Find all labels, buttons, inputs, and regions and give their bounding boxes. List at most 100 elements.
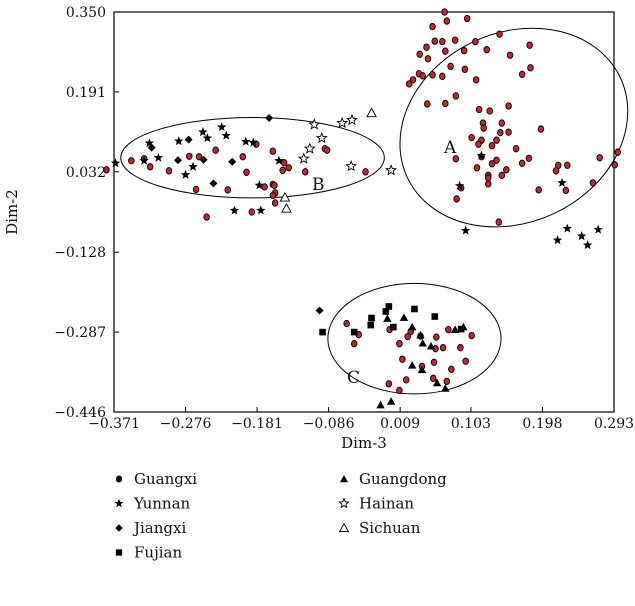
- point-guangxi: [497, 128, 504, 137]
- cluster-label-c: C: [347, 368, 360, 388]
- point-guangxi: [535, 186, 542, 194]
- point-guangxi: [493, 136, 500, 144]
- point-guangxi: [192, 185, 200, 194]
- cluster-label-b: B: [312, 175, 325, 195]
- legend-marker-sichuan: [338, 522, 350, 532]
- legend-marker-guangdong: [340, 475, 348, 483]
- point-guangxi: [280, 159, 288, 167]
- point-guangxi: [419, 72, 426, 80]
- point-guangxi: [611, 161, 619, 169]
- point-yunnan: [144, 138, 155, 148]
- y-tick-label: −0.128: [54, 245, 106, 261]
- point-guangdong: [418, 338, 427, 347]
- point-yunnan: [216, 122, 227, 132]
- point-yunnan: [582, 240, 593, 250]
- point-fujian: [319, 328, 326, 336]
- point-guangxi: [442, 99, 449, 108]
- point-yunnan: [180, 169, 191, 179]
- point-yunnan: [229, 205, 240, 215]
- point-guangxi: [430, 374, 437, 382]
- point-fujian: [411, 305, 418, 313]
- point-yunnan: [110, 158, 121, 168]
- legend-label-fujian: Fujian: [134, 544, 182, 562]
- plot-frame: [113, 11, 615, 413]
- point-guangxi: [404, 332, 411, 341]
- point-guangxi: [430, 358, 438, 366]
- x-tick-label: −0.086: [303, 416, 355, 432]
- point-hainan: [385, 164, 398, 176]
- point-guangxi: [431, 37, 439, 45]
- point-fujian: [431, 313, 439, 320]
- point-guangxi: [271, 181, 278, 190]
- point-jiangxi: [184, 135, 193, 144]
- point-guangxi: [505, 102, 512, 110]
- point-yunnan: [562, 223, 573, 233]
- point-jiangxi: [228, 157, 237, 166]
- point-guangxi: [405, 80, 413, 88]
- cluster-ellipse-b: [120, 117, 385, 199]
- point-guangxi: [439, 72, 446, 80]
- y-tick-label: 0.350: [66, 5, 106, 21]
- x-tick-label: 0.009: [380, 416, 420, 432]
- point-guangxi: [441, 8, 448, 16]
- y-tick-label: 0.191: [66, 85, 106, 101]
- legend-label-yunnan: Yunnan: [133, 495, 191, 513]
- point-guangxi: [416, 50, 423, 58]
- point-guangxi: [480, 124, 487, 132]
- point-guangxi: [451, 36, 459, 44]
- legend-label-guangxi: Guangxi: [134, 470, 197, 488]
- x-tick-label: 0.293: [594, 416, 634, 432]
- point-guangxi: [614, 148, 622, 156]
- point-yunnan: [153, 152, 164, 162]
- point-guangxi: [445, 325, 452, 334]
- legend-marker-guangxi: [115, 475, 123, 483]
- point-sichuan: [281, 202, 292, 213]
- point-guangxi: [443, 17, 451, 25]
- point-guangxi: [165, 167, 173, 175]
- point-guangxi: [269, 147, 277, 155]
- point-fujian: [350, 328, 358, 336]
- point-jiangxi: [147, 143, 156, 152]
- point-guangxi: [564, 161, 571, 169]
- point-jiangxi: [265, 114, 274, 123]
- point-guangxi: [343, 319, 350, 328]
- point-yunnan: [221, 130, 231, 140]
- y-tick-label: 0.032: [66, 165, 106, 181]
- point-fujian: [367, 321, 375, 329]
- point-guangxi: [473, 164, 481, 172]
- point-guangdong: [407, 322, 417, 331]
- point-yunnan: [174, 136, 184, 146]
- point-guangxi: [562, 186, 570, 195]
- point-guangxi: [362, 168, 369, 176]
- axis-ticks: −0.371 −0.276 −0.181 −0.086 0.009 0.103 0.198 0…: [54, 5, 634, 432]
- point-hainan: [297, 152, 310, 164]
- point-guangdong: [416, 330, 425, 339]
- cluster-ellipses: [120, 27, 629, 395]
- point-guangxi: [503, 166, 510, 174]
- point-jiangxi: [174, 156, 183, 165]
- point-yunnan: [454, 180, 465, 190]
- point-guangxi: [285, 164, 292, 172]
- point-guangdong: [399, 313, 409, 321]
- point-hainan: [303, 142, 316, 154]
- point-guangxi: [323, 146, 331, 154]
- point-guangxi: [212, 146, 219, 154]
- point-hainan: [345, 160, 358, 172]
- point-guangxi: [452, 92, 460, 100]
- legend-marker-yunnan: [114, 498, 124, 508]
- point-guangxi: [512, 145, 520, 153]
- point-guangdong: [386, 397, 396, 405]
- point-sichuan: [279, 191, 291, 202]
- point-fujian: [385, 303, 393, 310]
- point-guangxi: [424, 55, 432, 63]
- point-guangxi: [195, 153, 203, 161]
- point-guangxi: [589, 179, 597, 187]
- legend-marker-hainan: [338, 497, 350, 509]
- point-yunnan: [254, 180, 265, 190]
- cluster-label-a: A: [443, 138, 457, 158]
- point-guangxi: [486, 107, 494, 115]
- point-guangxi: [248, 208, 256, 216]
- x-tick-label: 0.198: [522, 416, 562, 432]
- point-guangxi: [385, 380, 393, 388]
